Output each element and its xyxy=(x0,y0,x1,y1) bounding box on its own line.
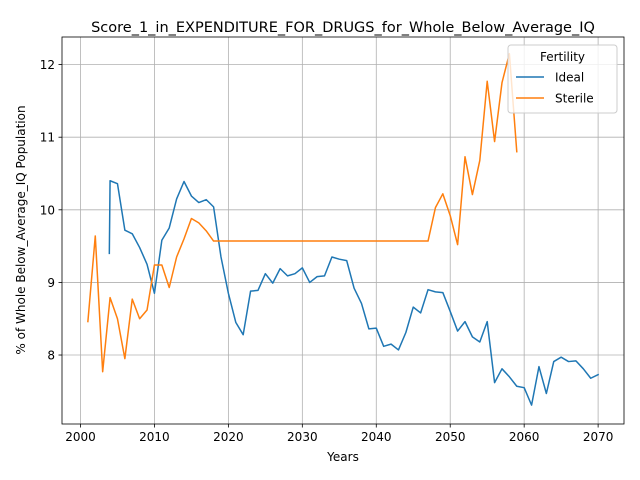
series-line-ideal xyxy=(108,180,600,406)
x-tick-label: 2050 xyxy=(435,430,466,444)
y-tick-label: 12 xyxy=(40,58,55,72)
plot-frame xyxy=(61,36,625,425)
y-tick-label: 11 xyxy=(40,131,55,145)
x-tick-label: 2030 xyxy=(287,430,318,444)
legend-box xyxy=(507,44,618,114)
x-tick-label: 2040 xyxy=(361,430,392,444)
y-tick-label: 10 xyxy=(40,203,55,217)
x-axis-ticks: 2000 2010 2020 2030 2040 2050 2060 2070 xyxy=(65,424,613,444)
y-tick-label: 8 xyxy=(47,349,55,363)
series-layer xyxy=(87,52,600,406)
series-line-sterile xyxy=(87,52,518,373)
x-tick-label: 2070 xyxy=(583,430,614,444)
chart-title: Score_1_in_EXPENDITURE_FOR_DRUGS_for_Who… xyxy=(91,20,595,36)
y-axis-label: % of Whole Below_Average_IQ Population xyxy=(14,105,28,354)
y-axis-ticks: 8 9 10 11 12 xyxy=(40,58,62,363)
legend-label-sterile: Sterile xyxy=(555,92,594,106)
legend-title: Fertility xyxy=(540,50,585,64)
legend-label-ideal: Ideal xyxy=(555,71,584,85)
x-tick-label: 2020 xyxy=(213,430,244,444)
x-tick-label: 2010 xyxy=(139,430,170,444)
y-tick-label: 9 xyxy=(47,276,55,290)
legend: Fertility Ideal Sterile xyxy=(507,44,618,114)
x-tick-label: 2060 xyxy=(509,430,540,444)
x-tick-label: 2000 xyxy=(65,430,96,444)
x-axis-label: Years xyxy=(326,450,359,464)
